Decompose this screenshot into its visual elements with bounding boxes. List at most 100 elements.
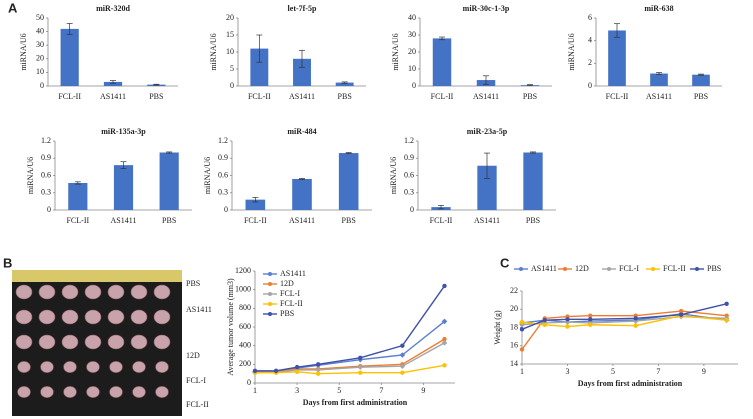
error-bar bbox=[256, 34, 263, 63]
error-bar bbox=[110, 80, 116, 84]
x-tick-label: PBS bbox=[342, 216, 356, 225]
y-tick-label: 1200 bbox=[235, 266, 251, 275]
x-tick-label: FCL-II bbox=[244, 216, 267, 225]
x-tick-label: AS1411 bbox=[646, 92, 672, 101]
x-tick-label: FCL-II bbox=[431, 92, 454, 101]
tumor bbox=[107, 309, 125, 325]
y-tick-label: 0 bbox=[47, 205, 51, 214]
tumor bbox=[109, 386, 123, 398]
tumor bbox=[130, 284, 148, 300]
legend-label: FCL-II bbox=[663, 264, 686, 273]
marker bbox=[565, 317, 570, 322]
y-tick-label: 18 bbox=[510, 322, 518, 331]
tumor bbox=[109, 361, 123, 373]
legend-label: 12D bbox=[575, 264, 589, 273]
y-tick-label: 0.6 bbox=[41, 170, 51, 179]
x-axis-label: Days from first administration bbox=[303, 398, 408, 407]
y-tick-label: 20 bbox=[408, 47, 416, 56]
chart-title: miR-484 bbox=[287, 127, 316, 136]
tumor bbox=[132, 386, 146, 398]
marker bbox=[442, 283, 447, 289]
tumor bbox=[84, 284, 102, 300]
x-tick-label: 9 bbox=[702, 367, 706, 376]
x-tick-label: 7 bbox=[379, 386, 383, 395]
x-tick-label: PBS bbox=[338, 92, 352, 101]
y-axis-label: miRNA/U6 bbox=[389, 157, 398, 194]
bar bbox=[68, 182, 88, 210]
y-tick-label: 0 bbox=[230, 81, 234, 90]
chart-title: let-7f-5p bbox=[288, 4, 317, 13]
marker bbox=[542, 318, 547, 323]
x-tick-label: FCL-II bbox=[66, 216, 89, 225]
tumor bbox=[40, 361, 54, 373]
tumor bbox=[155, 386, 169, 398]
x-tick-label: FCL-II bbox=[430, 216, 453, 225]
marker bbox=[315, 371, 321, 376]
chart-title: miR-320d bbox=[96, 4, 130, 13]
marker bbox=[588, 313, 593, 318]
y-tick-label: 10 bbox=[36, 67, 44, 76]
tumor bbox=[130, 309, 148, 325]
bar bbox=[250, 48, 269, 86]
y-tick-label: 10 bbox=[408, 64, 416, 73]
legend-label: AS1411 bbox=[531, 264, 557, 273]
legend-marker bbox=[268, 302, 272, 306]
x-tick-label: 9 bbox=[421, 386, 425, 395]
y-tick-label: 1.2 bbox=[41, 136, 51, 145]
legend-label: PBS bbox=[280, 309, 294, 318]
error-bar bbox=[74, 181, 81, 185]
marker bbox=[588, 317, 593, 322]
error-bar bbox=[120, 161, 127, 169]
line bbox=[254, 342, 445, 374]
tumor bbox=[15, 334, 33, 350]
marker bbox=[678, 312, 684, 317]
y-tick-label: 14 bbox=[510, 359, 518, 368]
marker bbox=[678, 308, 684, 314]
error-bar bbox=[614, 23, 620, 38]
legend-marker bbox=[268, 272, 272, 276]
photo-label: 12D bbox=[186, 351, 200, 360]
error-bar bbox=[345, 152, 352, 154]
x-tick-label: FCL-II bbox=[606, 92, 629, 101]
marker bbox=[588, 322, 593, 327]
x-tick-label: 3 bbox=[565, 367, 569, 376]
x-tick-label: PBS bbox=[523, 92, 537, 101]
error-bar bbox=[530, 151, 536, 154]
y-tick-label: 30 bbox=[408, 30, 416, 39]
y-axis-label: Weight (g) bbox=[493, 310, 502, 345]
chart-title: miR-638 bbox=[644, 4, 673, 13]
y-tick-label: 1.2 bbox=[404, 136, 414, 145]
marker bbox=[357, 364, 364, 370]
x-tick-label: 7 bbox=[656, 367, 660, 376]
y-tick-label: 600 bbox=[239, 322, 251, 331]
marker bbox=[294, 369, 300, 374]
bar bbox=[103, 81, 123, 86]
y-tick-label: 40 bbox=[408, 13, 416, 22]
tumor bbox=[153, 334, 171, 350]
tumor bbox=[107, 284, 125, 300]
tumor bbox=[61, 284, 79, 300]
bar bbox=[292, 178, 312, 210]
legend-marker bbox=[651, 267, 655, 271]
error-bar bbox=[299, 49, 305, 68]
y-tick-label: 0.6 bbox=[218, 170, 228, 179]
marker bbox=[400, 343, 405, 348]
bar bbox=[477, 165, 497, 210]
y-tick-label: 40 bbox=[36, 26, 44, 35]
photo-label: FCL-I bbox=[186, 376, 206, 385]
x-tick-label: FCL-II bbox=[248, 92, 271, 101]
y-tick-label: 0.6 bbox=[404, 170, 414, 179]
y-tick-label: 0.9 bbox=[41, 153, 51, 162]
tumor bbox=[155, 361, 169, 373]
marker bbox=[565, 324, 570, 329]
y-tick-label: 0 bbox=[412, 81, 416, 90]
y-tick-label: 400 bbox=[239, 340, 251, 349]
marker bbox=[633, 316, 638, 321]
marker bbox=[442, 336, 447, 342]
ruler bbox=[12, 270, 182, 282]
y-tick-label: 0.9 bbox=[218, 153, 228, 162]
panel-label: C bbox=[500, 255, 510, 270]
y-tick-label: 16 bbox=[510, 341, 518, 350]
bar bbox=[60, 28, 79, 87]
bar bbox=[335, 82, 354, 86]
